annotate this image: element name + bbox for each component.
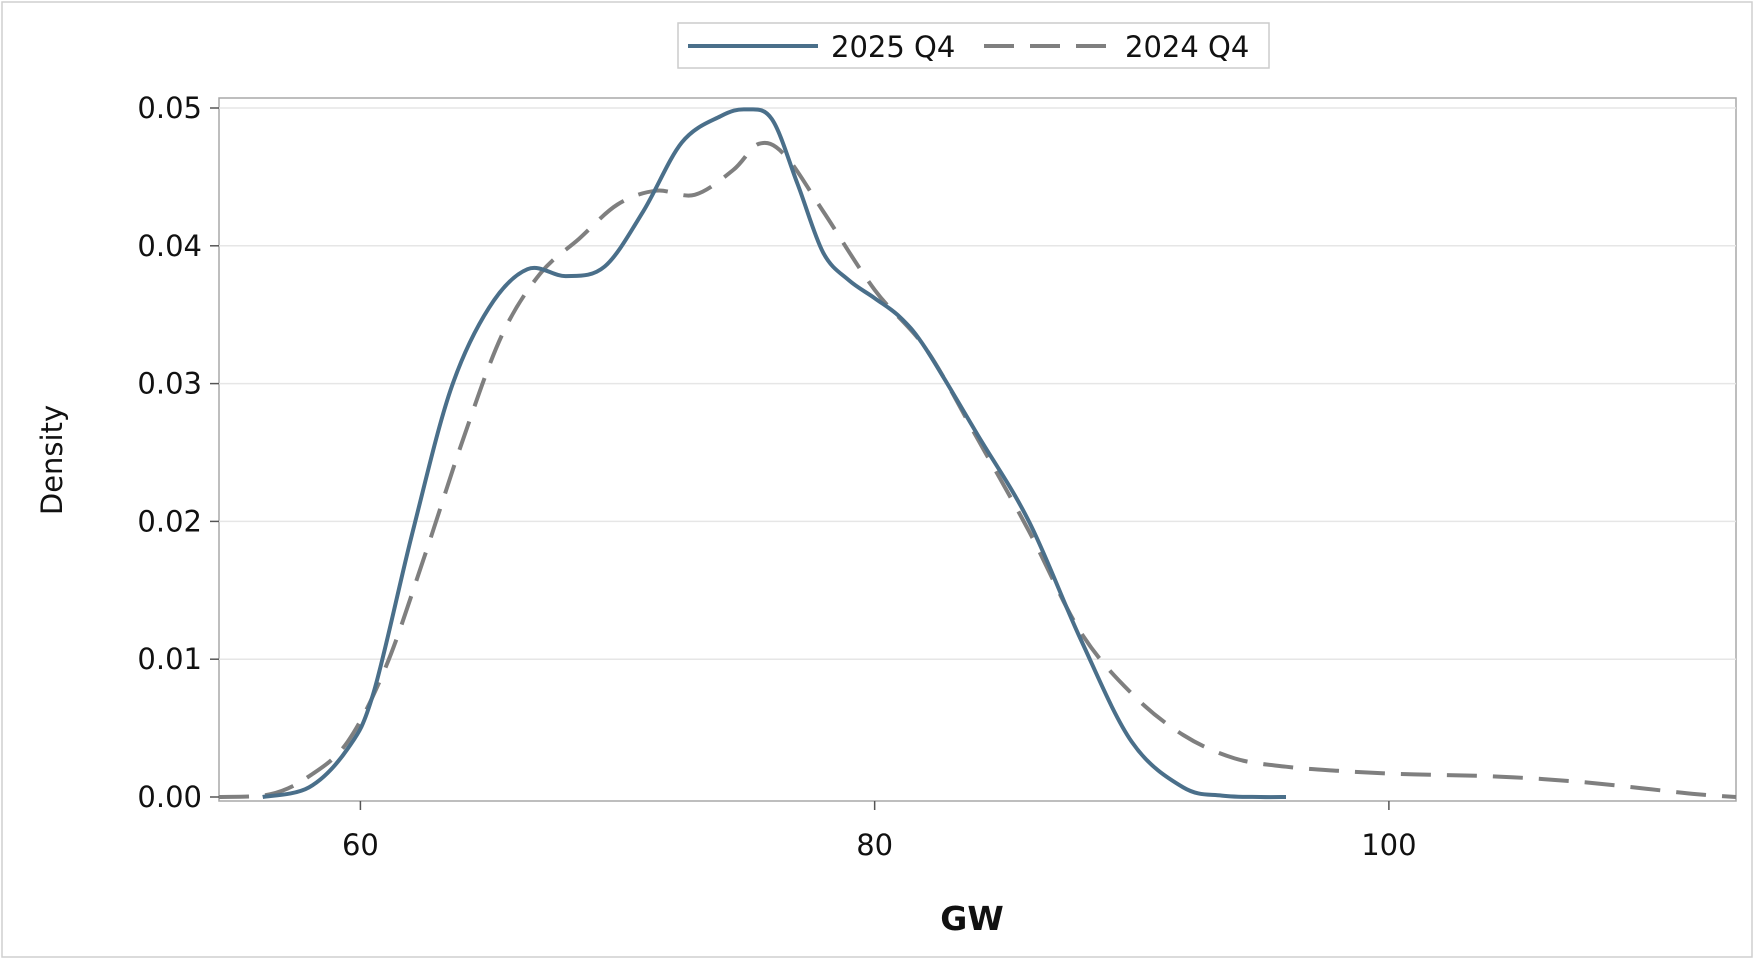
series-line-2024-q4 bbox=[218, 140, 1737, 799]
plot-area bbox=[218, 97, 1737, 802]
x-axis-ticks: 60 80 100 bbox=[342, 801, 1417, 862]
y-tick-label-2: 0.02 bbox=[137, 504, 202, 538]
y-axis-ticks: 0.00 0.01 0.02 0.03 0.04 0.05 bbox=[137, 91, 219, 814]
x-tick-label-1: 80 bbox=[856, 828, 893, 862]
legend-label-2024-q4: 2024 Q4 bbox=[1125, 30, 1249, 64]
y-axis-title: Density bbox=[35, 405, 69, 515]
y-tick-label-1: 0.01 bbox=[137, 642, 202, 676]
grid-lines bbox=[219, 107, 1736, 660]
y-tick-label-5: 0.05 bbox=[137, 91, 202, 125]
x-tick-label-2: 100 bbox=[1361, 828, 1416, 862]
y-tick-label-0: 0.00 bbox=[137, 780, 202, 814]
series-line-2025-q4 bbox=[262, 107, 1287, 800]
x-axis-title: GW bbox=[940, 899, 1004, 938]
y-tick-label-3: 0.03 bbox=[137, 367, 202, 401]
legend-label-2025-q4: 2025 Q4 bbox=[831, 30, 955, 64]
legend: 2025 Q4 2024 Q4 bbox=[677, 22, 1270, 69]
x-tick-label-0: 60 bbox=[342, 828, 379, 862]
y-tick-label-4: 0.04 bbox=[137, 229, 202, 263]
series-lines bbox=[218, 107, 1737, 800]
